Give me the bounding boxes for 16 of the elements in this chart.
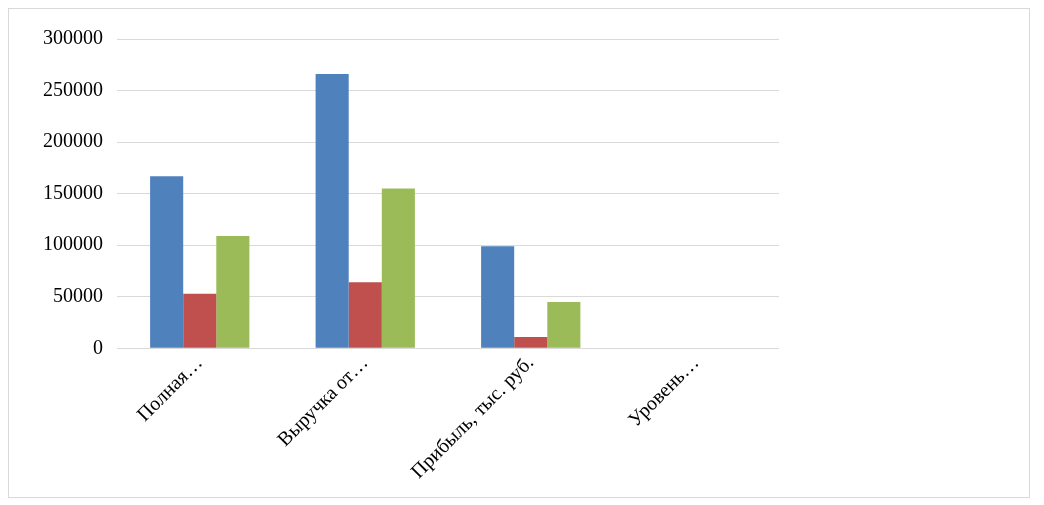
y-tick-label: 150000 bbox=[43, 180, 103, 203]
y-tick-label: 200000 bbox=[43, 129, 103, 152]
bar bbox=[216, 235, 250, 348]
bar bbox=[348, 282, 382, 348]
y-tick-label: 50000 bbox=[53, 284, 103, 307]
bar bbox=[514, 337, 548, 348]
y-tick-label: 100000 bbox=[43, 232, 103, 255]
bar bbox=[381, 188, 415, 348]
y-tick-label: 250000 bbox=[43, 77, 103, 100]
bar bbox=[150, 176, 184, 348]
y-tick-label: 300000 bbox=[43, 26, 103, 49]
y-tick-label: 0 bbox=[93, 335, 103, 358]
bar bbox=[183, 293, 217, 348]
bar bbox=[481, 246, 515, 348]
bar bbox=[315, 74, 349, 348]
bar bbox=[547, 301, 581, 348]
